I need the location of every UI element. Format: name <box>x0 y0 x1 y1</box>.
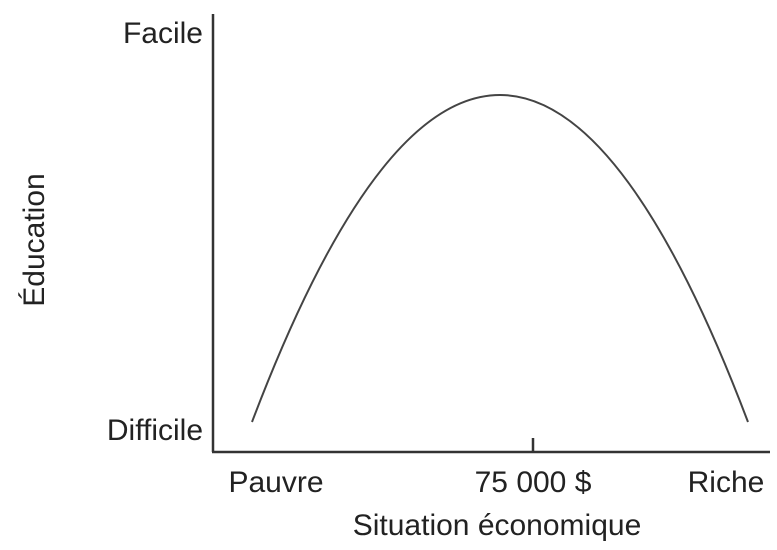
y-bottom-label: Difficile <box>107 414 203 447</box>
x-axis-title: Situation économique <box>353 509 642 542</box>
x-left-label: Pauvre <box>228 466 323 499</box>
x-right-label: Riche <box>688 466 765 499</box>
y-axis-title: Éducation <box>18 173 51 306</box>
curve <box>251 94 749 423</box>
x-middle-label: 75 000 $ <box>475 466 592 499</box>
y-top-label: Facile <box>123 17 203 50</box>
